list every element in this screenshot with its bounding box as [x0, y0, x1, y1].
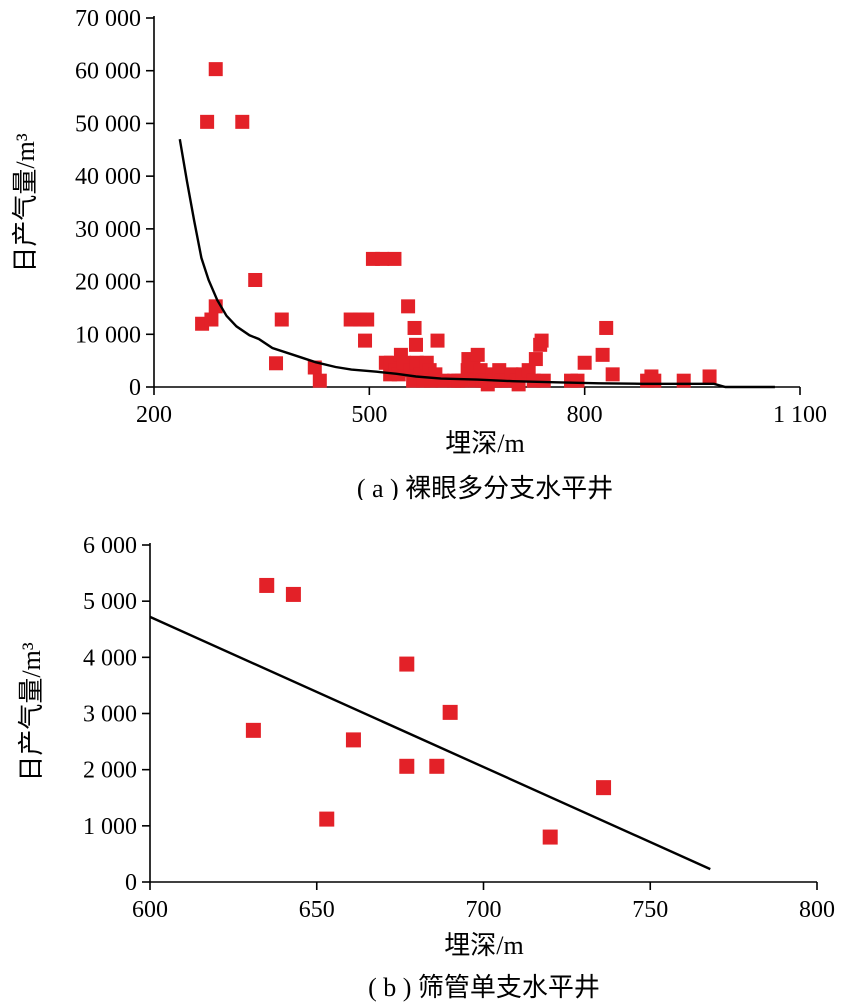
- chart-b-data-point: [429, 758, 445, 774]
- chart-a-y-tick-label: 70 000: [75, 6, 141, 32]
- chart-a-data-point: [536, 373, 551, 388]
- chart-a-points: [195, 62, 717, 392]
- chart-b-points: [245, 577, 612, 845]
- chart-a-x-tick-label: 1 100: [773, 402, 827, 428]
- chart-a-data-point: [200, 114, 215, 129]
- chart-b-y-tick-label: 5 000: [83, 589, 137, 615]
- chart-a-y-axis-title: 日产气量/m³: [11, 133, 40, 272]
- chart-b-data-point: [399, 758, 415, 774]
- chart-a-data-point: [312, 373, 327, 388]
- chart-a-data-point: [435, 373, 450, 388]
- chart-a-data-point: [208, 62, 223, 77]
- chart-b-y-tick-label: 0: [125, 870, 137, 896]
- chart-a-caption: ( a ) 裸眼多分支水平井: [357, 474, 613, 500]
- chart-b-y-tick-label: 1 000: [83, 814, 137, 840]
- chart-b-x-tick-label: 600: [132, 897, 168, 923]
- chart-b-x-tick-label: 650: [299, 897, 335, 923]
- chart-a-data-point: [360, 312, 375, 327]
- chart-a-data-point: [492, 363, 507, 378]
- chart-b-y-tick-label: 6 000: [83, 533, 137, 559]
- chart-a-data-point: [605, 367, 620, 382]
- chart-b-x-tick-label: 800: [799, 897, 835, 923]
- chart-a-y-tick-label: 20 000: [75, 270, 141, 296]
- chart-a-y-tick-label: 0: [129, 375, 141, 401]
- chart-b-caption: ( b ) 筛管单支水平井: [368, 973, 600, 1002]
- chart-b-data-point: [542, 829, 558, 845]
- chart-b-data-point: [319, 811, 335, 827]
- chart-a-data-point: [473, 363, 488, 378]
- chart-a-y-tick-label: 10 000: [75, 322, 141, 348]
- chart-a-data-point: [358, 333, 373, 348]
- chart-b-y-tick-label: 3 000: [83, 702, 137, 728]
- chart-b-y-axis-title: 日产气量/m³: [17, 642, 46, 781]
- chart-a-y-tick-label: 40 000: [75, 164, 141, 190]
- chart-a-data-point: [599, 320, 614, 335]
- chart-b-x-tick-label: 700: [466, 897, 502, 923]
- chart-a-x-tick-label: 200: [136, 402, 172, 428]
- chart-a-y-tick-label: 60 000: [75, 59, 141, 85]
- chart-b-data-point: [442, 704, 458, 720]
- chart-a-data-point: [430, 333, 445, 348]
- chart-b-x-axis-title: 埋深/m: [444, 931, 523, 960]
- chart-b-trend-line: [149, 615, 711, 871]
- chart-a-data-point: [470, 347, 485, 362]
- chart-a-x-tick-label: 800: [567, 402, 603, 428]
- chart-a-data-point: [534, 333, 549, 348]
- chart-a-data-point: [702, 369, 717, 384]
- chart-b-data-point: [285, 586, 301, 602]
- chart-a-data-point: [570, 373, 585, 388]
- chart-a-data-point: [408, 337, 423, 352]
- chart-a-data-point: [248, 272, 263, 287]
- chart-a-data-point: [269, 356, 284, 371]
- chart-b-data-point: [259, 577, 275, 593]
- chart-a-y-axis: 0 10 000 20 000 30 000 40 000 50 000 60 000 70 …: [75, 6, 155, 401]
- chart-b-y-tick-label: 2 000: [83, 758, 137, 784]
- chart-b-y-tick-label: 4 000: [83, 645, 137, 671]
- chart-a-trend-line: [178, 138, 775, 389]
- chart-a-data-point: [235, 114, 250, 129]
- chart-b-x-tick-label: 750: [632, 897, 668, 923]
- chart-a-data-point: [387, 251, 402, 266]
- chart-a-y-tick-label: 30 000: [75, 217, 141, 243]
- chart-a-data-point: [401, 299, 416, 314]
- chart-a-data-point: [521, 363, 536, 378]
- chart-a-data-point: [375, 251, 390, 266]
- chart-b-x-axis: 600 650 700 750 800: [132, 881, 835, 923]
- chart-a: 0 10 000 20 000 30 000 40 000 50 000 60 000 70 …: [11, 6, 827, 500]
- chart-a-data-point: [204, 312, 219, 327]
- chart-b-data-point: [399, 656, 415, 672]
- chart-a-data-point: [595, 347, 610, 362]
- chart-a-fit-line: [178, 138, 775, 389]
- chart-a-data-point: [528, 352, 543, 367]
- chart-a-data-point: [407, 320, 422, 335]
- chart-a-x-tick-label: 500: [351, 402, 387, 428]
- chart-b-data-point: [245, 722, 261, 738]
- chart-b-data-point: [596, 780, 612, 796]
- chart-b-y-axis: 0 1 000 2 000 3 000 4 000 5 000 6 000: [83, 533, 151, 896]
- chart-a-y-tick-label: 50 000: [75, 111, 141, 137]
- chart-a-data-point: [577, 355, 592, 370]
- chart-a-data-point: [274, 312, 289, 327]
- chart-a-x-axis-title: 埋深/m: [445, 429, 524, 458]
- chart-b-fit-line: [149, 615, 711, 871]
- chart-b-data-point: [345, 732, 361, 748]
